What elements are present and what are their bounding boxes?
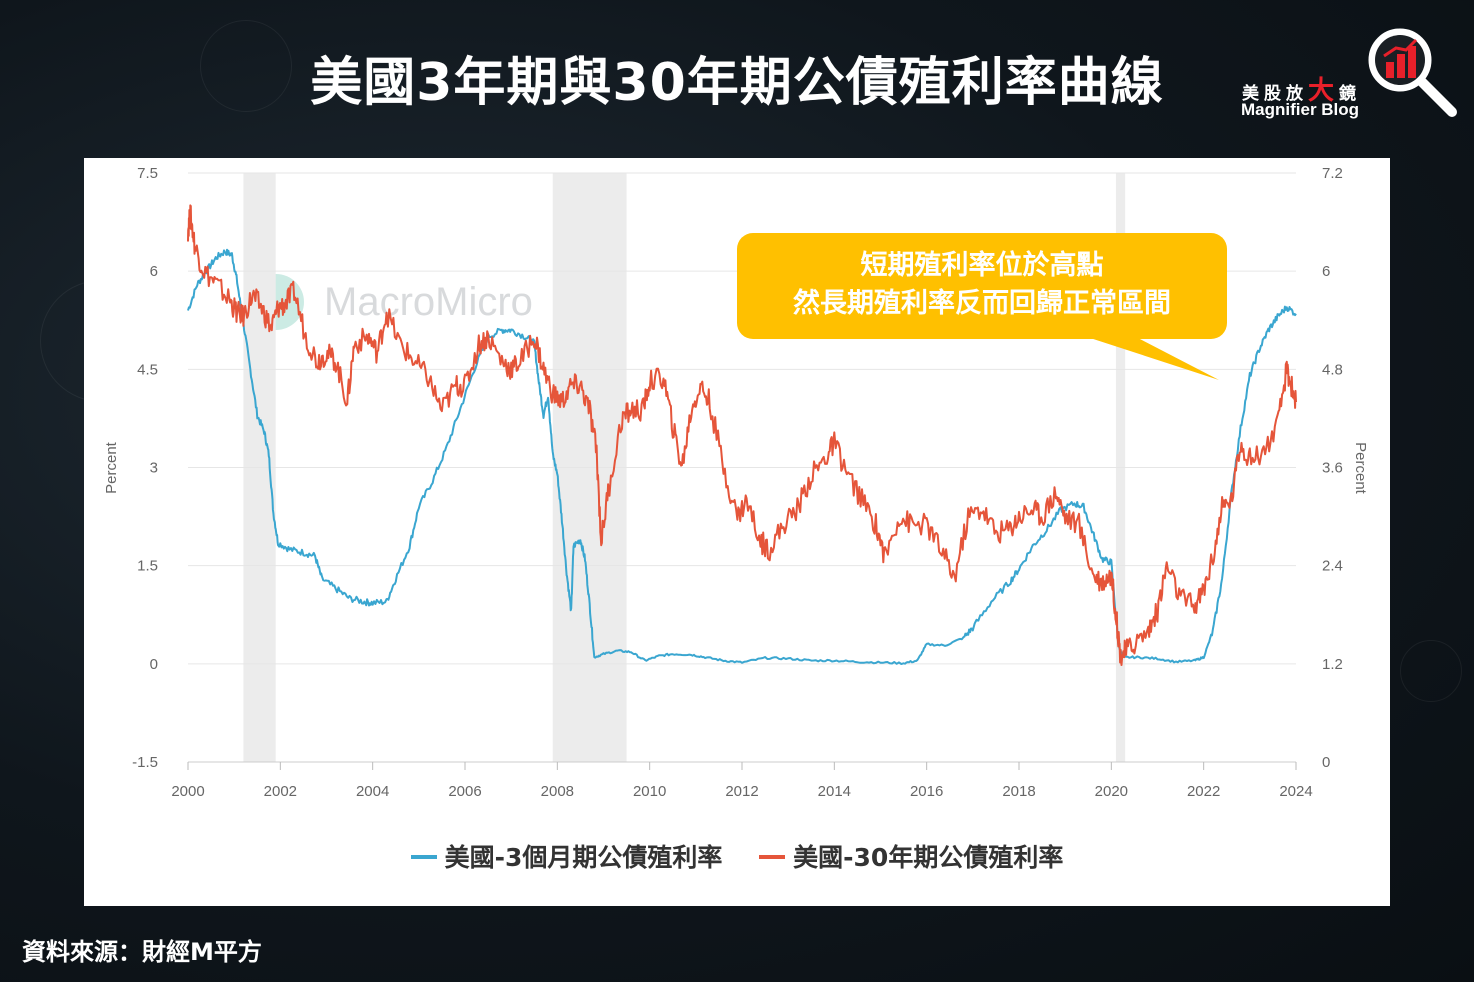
left-tick-label: 0	[150, 656, 158, 673]
callout-line-2: 然長期殖利率反而回歸正常區間	[793, 288, 1171, 319]
right-tick-label: 7.2	[1322, 165, 1343, 182]
left-tick-label: -1.5	[132, 754, 158, 771]
right-tick-label: 1.2	[1322, 656, 1343, 673]
x-tick-label: 2012	[725, 783, 758, 800]
magnifier-chart-icon	[1368, 28, 1457, 117]
legend-label-3m: 美國-3個月期公債殖利率	[444, 843, 723, 872]
x-tick-label: 2008	[541, 783, 574, 800]
x-tick-label: 2020	[1095, 783, 1128, 800]
left-tick-label: 7.5	[137, 165, 158, 182]
right-axis-tick-labels: 0 1.2 2.4 3.6 4.8 6 7.2	[1322, 165, 1343, 771]
x-tick-label: 2024	[1279, 783, 1312, 800]
legend-item-30y[interactable]: 美國-30年期公債殖利率	[759, 838, 1063, 874]
left-tick-label: 3	[150, 460, 158, 477]
background-decoration	[1400, 640, 1462, 702]
series-line-1	[187, 204, 1297, 666]
logo-cn-part2: 鏡	[1339, 84, 1362, 104]
page-title: 美國3年期與30年期公債殖利率曲線	[310, 53, 1164, 113]
callout-line-1: 短期殖利率位於高點	[860, 250, 1104, 281]
x-tick-label: 2018	[1002, 783, 1035, 800]
data-source-note: 資料來源：財經M平方	[22, 938, 262, 966]
x-tick-label: 2000	[171, 783, 204, 800]
left-axis-label: Percent	[103, 441, 120, 494]
logo-cn-accent: 大	[1308, 76, 1340, 106]
left-tick-label: 1.5	[137, 558, 158, 575]
left-tick-label: 6	[150, 263, 158, 280]
left-tick-label: 4.5	[137, 361, 158, 378]
x-tick-label: 2010	[633, 783, 666, 800]
legend-swatch-3m	[410, 855, 437, 859]
right-tick-label: 4.8	[1322, 361, 1343, 378]
x-tick-label: 2014	[818, 783, 851, 800]
callout-tail	[1084, 336, 1219, 380]
x-tick-label: 2002	[264, 783, 297, 800]
logo-cn-part1: 美股放	[1242, 84, 1308, 104]
logo-chinese-name: 美股放大鏡	[1242, 70, 1361, 107]
legend-label-30y: 美國-30年期公債殖利率	[793, 843, 1064, 872]
brand-logo: 美股放大鏡 Magnifier Blog	[1236, 22, 1466, 122]
right-axis-label: Percent	[1352, 442, 1369, 495]
x-tick-label: 2006	[448, 783, 481, 800]
left-axis-tick-labels: -1.5 0 1.5 3 4.5 6 7.5	[132, 165, 158, 771]
right-tick-label: 6	[1322, 263, 1330, 280]
series-lines	[187, 204, 1297, 666]
chart-panel: MacroMicro -1.5 0 1.5 3 4.5 6 7.5 0 1.2 2.4 3.6 4.…	[84, 158, 1390, 906]
background-decoration	[200, 20, 292, 112]
legend-item-3m[interactable]: 美國-3個月期公債殖利率	[410, 838, 723, 874]
logo-english-name: Magnifier Blog	[1241, 100, 1360, 119]
x-tick-label: 2004	[356, 783, 389, 800]
right-tick-label: 2.4	[1322, 558, 1343, 575]
x-tick-label: 2016	[910, 783, 943, 800]
annotation-callout: 短期殖利率位於高點 然長期殖利率反而回歸正常區間	[737, 233, 1227, 339]
legend-swatch-30y	[759, 855, 786, 859]
x-axis: 2000 2002 2004 2006 2008 2010 2012 2014 2016 2018…	[171, 761, 1313, 800]
right-tick-label: 3.6	[1322, 460, 1343, 477]
x-tick-label: 2022	[1187, 783, 1220, 800]
watermark: MacroMicro	[324, 280, 533, 324]
yield-curve-chart: -1.501.534.567.5 01.22.43.64.867.2 2000 2…	[103, 165, 1369, 800]
chart-legend: 美國-3個月期公債殖利率 美國-30年期公債殖利率	[84, 838, 1390, 874]
right-tick-label: 0	[1322, 754, 1330, 771]
